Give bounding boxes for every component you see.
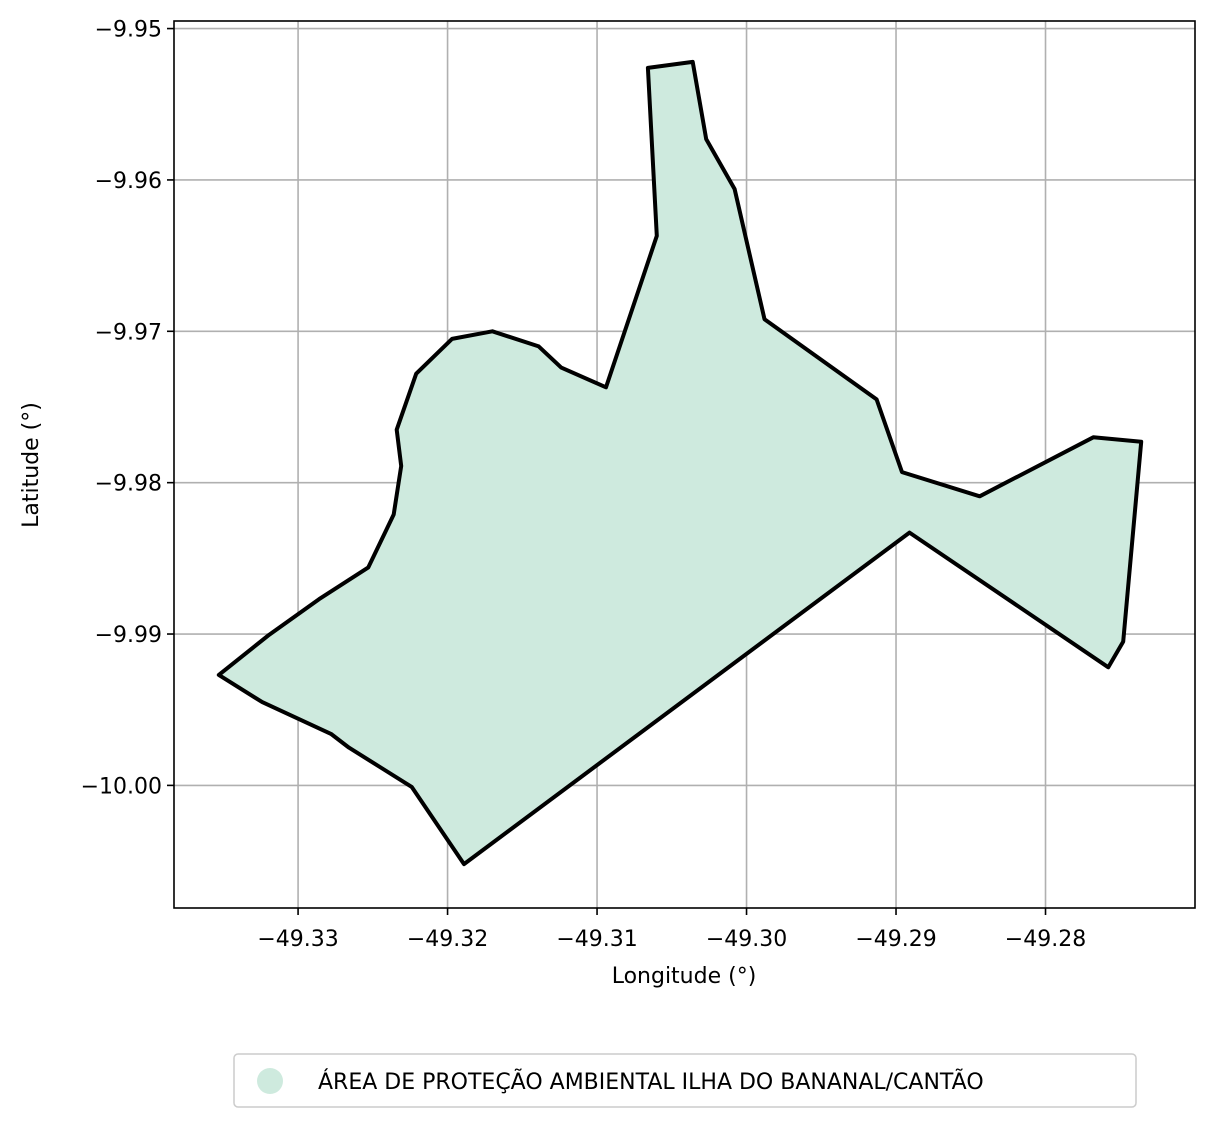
y-tick-label: −10.00 xyxy=(81,774,162,799)
x-tick-label: −49.31 xyxy=(556,927,637,952)
x-tick-label: −49.33 xyxy=(257,927,338,952)
x-tick-label: −49.29 xyxy=(855,927,936,952)
y-tick-label: −9.98 xyxy=(95,472,162,497)
legend-label: ÁREA DE PROTEÇÃO AMBIENTAL ILHA DO BANAN… xyxy=(318,1068,984,1095)
x-axis-label: Longitude (°) xyxy=(612,964,757,989)
x-tick-label: −49.30 xyxy=(706,927,787,952)
legend-swatch xyxy=(257,1068,283,1094)
legend: ÁREA DE PROTEÇÃO AMBIENTAL ILHA DO BANAN… xyxy=(234,1054,1136,1107)
y-axis-label: Latitude (°) xyxy=(19,402,44,528)
y-tick-label: −9.95 xyxy=(95,18,162,43)
x-tick-label: −49.28 xyxy=(1005,927,1086,952)
x-tick-label: −49.32 xyxy=(407,927,488,952)
y-tick-label: −9.99 xyxy=(95,623,162,648)
y-tick-label: −9.96 xyxy=(95,169,162,194)
y-tick-label: −9.97 xyxy=(95,320,162,345)
